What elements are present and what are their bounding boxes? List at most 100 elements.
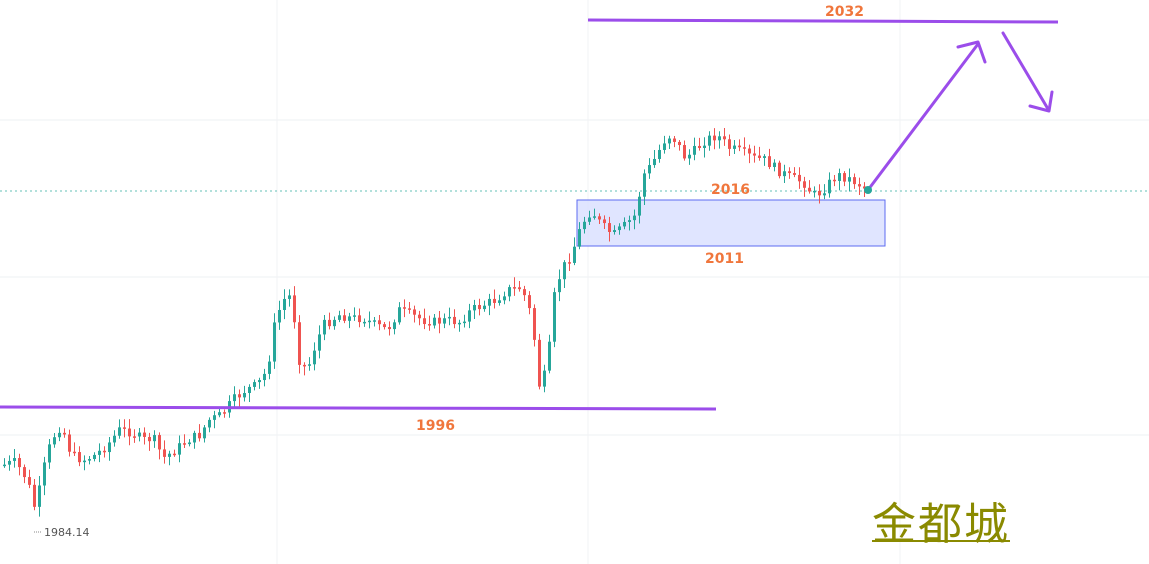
candle <box>623 221 626 227</box>
candle <box>733 145 736 149</box>
candle <box>738 145 741 148</box>
candle <box>308 364 311 366</box>
candle <box>698 145 701 149</box>
candle <box>303 364 306 367</box>
candle <box>343 315 346 321</box>
zone-bottom-label: 2011 <box>705 251 744 267</box>
candle <box>768 156 771 168</box>
candle <box>293 295 296 323</box>
candle <box>353 315 356 317</box>
candle <box>283 298 286 310</box>
up-arrow-head <box>956 40 987 64</box>
candle <box>638 196 641 216</box>
candle <box>548 341 551 371</box>
candle <box>388 327 391 330</box>
candle <box>483 305 486 310</box>
candle <box>643 173 646 197</box>
candle <box>183 443 186 445</box>
candle <box>433 317 436 326</box>
current-price-marker <box>864 186 872 194</box>
candle <box>103 450 106 453</box>
candle <box>363 321 366 324</box>
level-2032-line[interactable] <box>587 18 1059 24</box>
candle <box>813 190 816 193</box>
candle <box>763 156 766 158</box>
candle <box>28 477 31 485</box>
candle <box>38 485 41 507</box>
candle <box>203 427 206 439</box>
candle <box>313 350 316 365</box>
candle <box>693 145 696 155</box>
candle <box>93 454 96 460</box>
candle <box>713 135 716 141</box>
candle <box>783 171 786 177</box>
candle <box>153 435 156 442</box>
candle <box>718 136 721 141</box>
candle <box>523 289 526 296</box>
candle <box>58 432 61 438</box>
candle <box>773 162 776 168</box>
support-zone[interactable] <box>576 199 886 247</box>
candle <box>678 141 681 146</box>
candle <box>68 434 71 452</box>
candle <box>503 296 506 301</box>
candle <box>408 308 411 310</box>
candle <box>468 310 471 322</box>
candle <box>853 177 856 185</box>
candle <box>83 460 86 463</box>
candle <box>428 324 431 326</box>
candle <box>543 370 546 387</box>
candle <box>133 436 136 438</box>
candle <box>658 149 661 159</box>
candle <box>268 361 271 374</box>
candle <box>568 262 571 264</box>
candle <box>33 484 36 507</box>
candle <box>73 451 76 454</box>
candle <box>508 287 511 297</box>
candle <box>398 307 401 323</box>
candle <box>498 300 501 303</box>
candle <box>788 171 791 174</box>
candle <box>723 136 726 140</box>
candle <box>583 221 586 230</box>
candle <box>603 219 606 224</box>
candle <box>208 419 211 428</box>
candle <box>213 415 216 420</box>
candle <box>463 321 466 324</box>
candle <box>863 186 866 189</box>
candle <box>413 309 416 315</box>
candle <box>563 262 566 280</box>
projection-arrows[interactable] <box>866 31 1054 192</box>
candle <box>168 453 171 457</box>
candle <box>378 320 381 325</box>
candle <box>178 443 181 455</box>
candle <box>333 319 336 327</box>
candle <box>63 432 66 435</box>
candle <box>478 304 481 310</box>
candle <box>558 279 561 293</box>
candle <box>238 394 241 398</box>
candle <box>778 162 781 177</box>
level-1996-label: 1996 <box>416 418 455 434</box>
candle <box>158 435 161 450</box>
candle <box>513 287 516 289</box>
candle <box>298 322 301 365</box>
candle <box>23 467 26 478</box>
down-arrow-head <box>1028 90 1054 113</box>
candle <box>163 449 166 457</box>
candle <box>8 460 11 465</box>
level-1996-line[interactable] <box>0 405 717 411</box>
candle <box>48 444 51 463</box>
candle <box>338 315 341 320</box>
candle <box>683 145 686 159</box>
up-arrow-line <box>866 42 980 192</box>
candle <box>88 459 91 461</box>
candle <box>663 143 666 150</box>
candle <box>288 295 291 299</box>
candle <box>668 138 671 144</box>
candle <box>858 184 861 187</box>
candle <box>838 173 841 181</box>
candle <box>458 322 461 325</box>
candle <box>368 320 371 323</box>
